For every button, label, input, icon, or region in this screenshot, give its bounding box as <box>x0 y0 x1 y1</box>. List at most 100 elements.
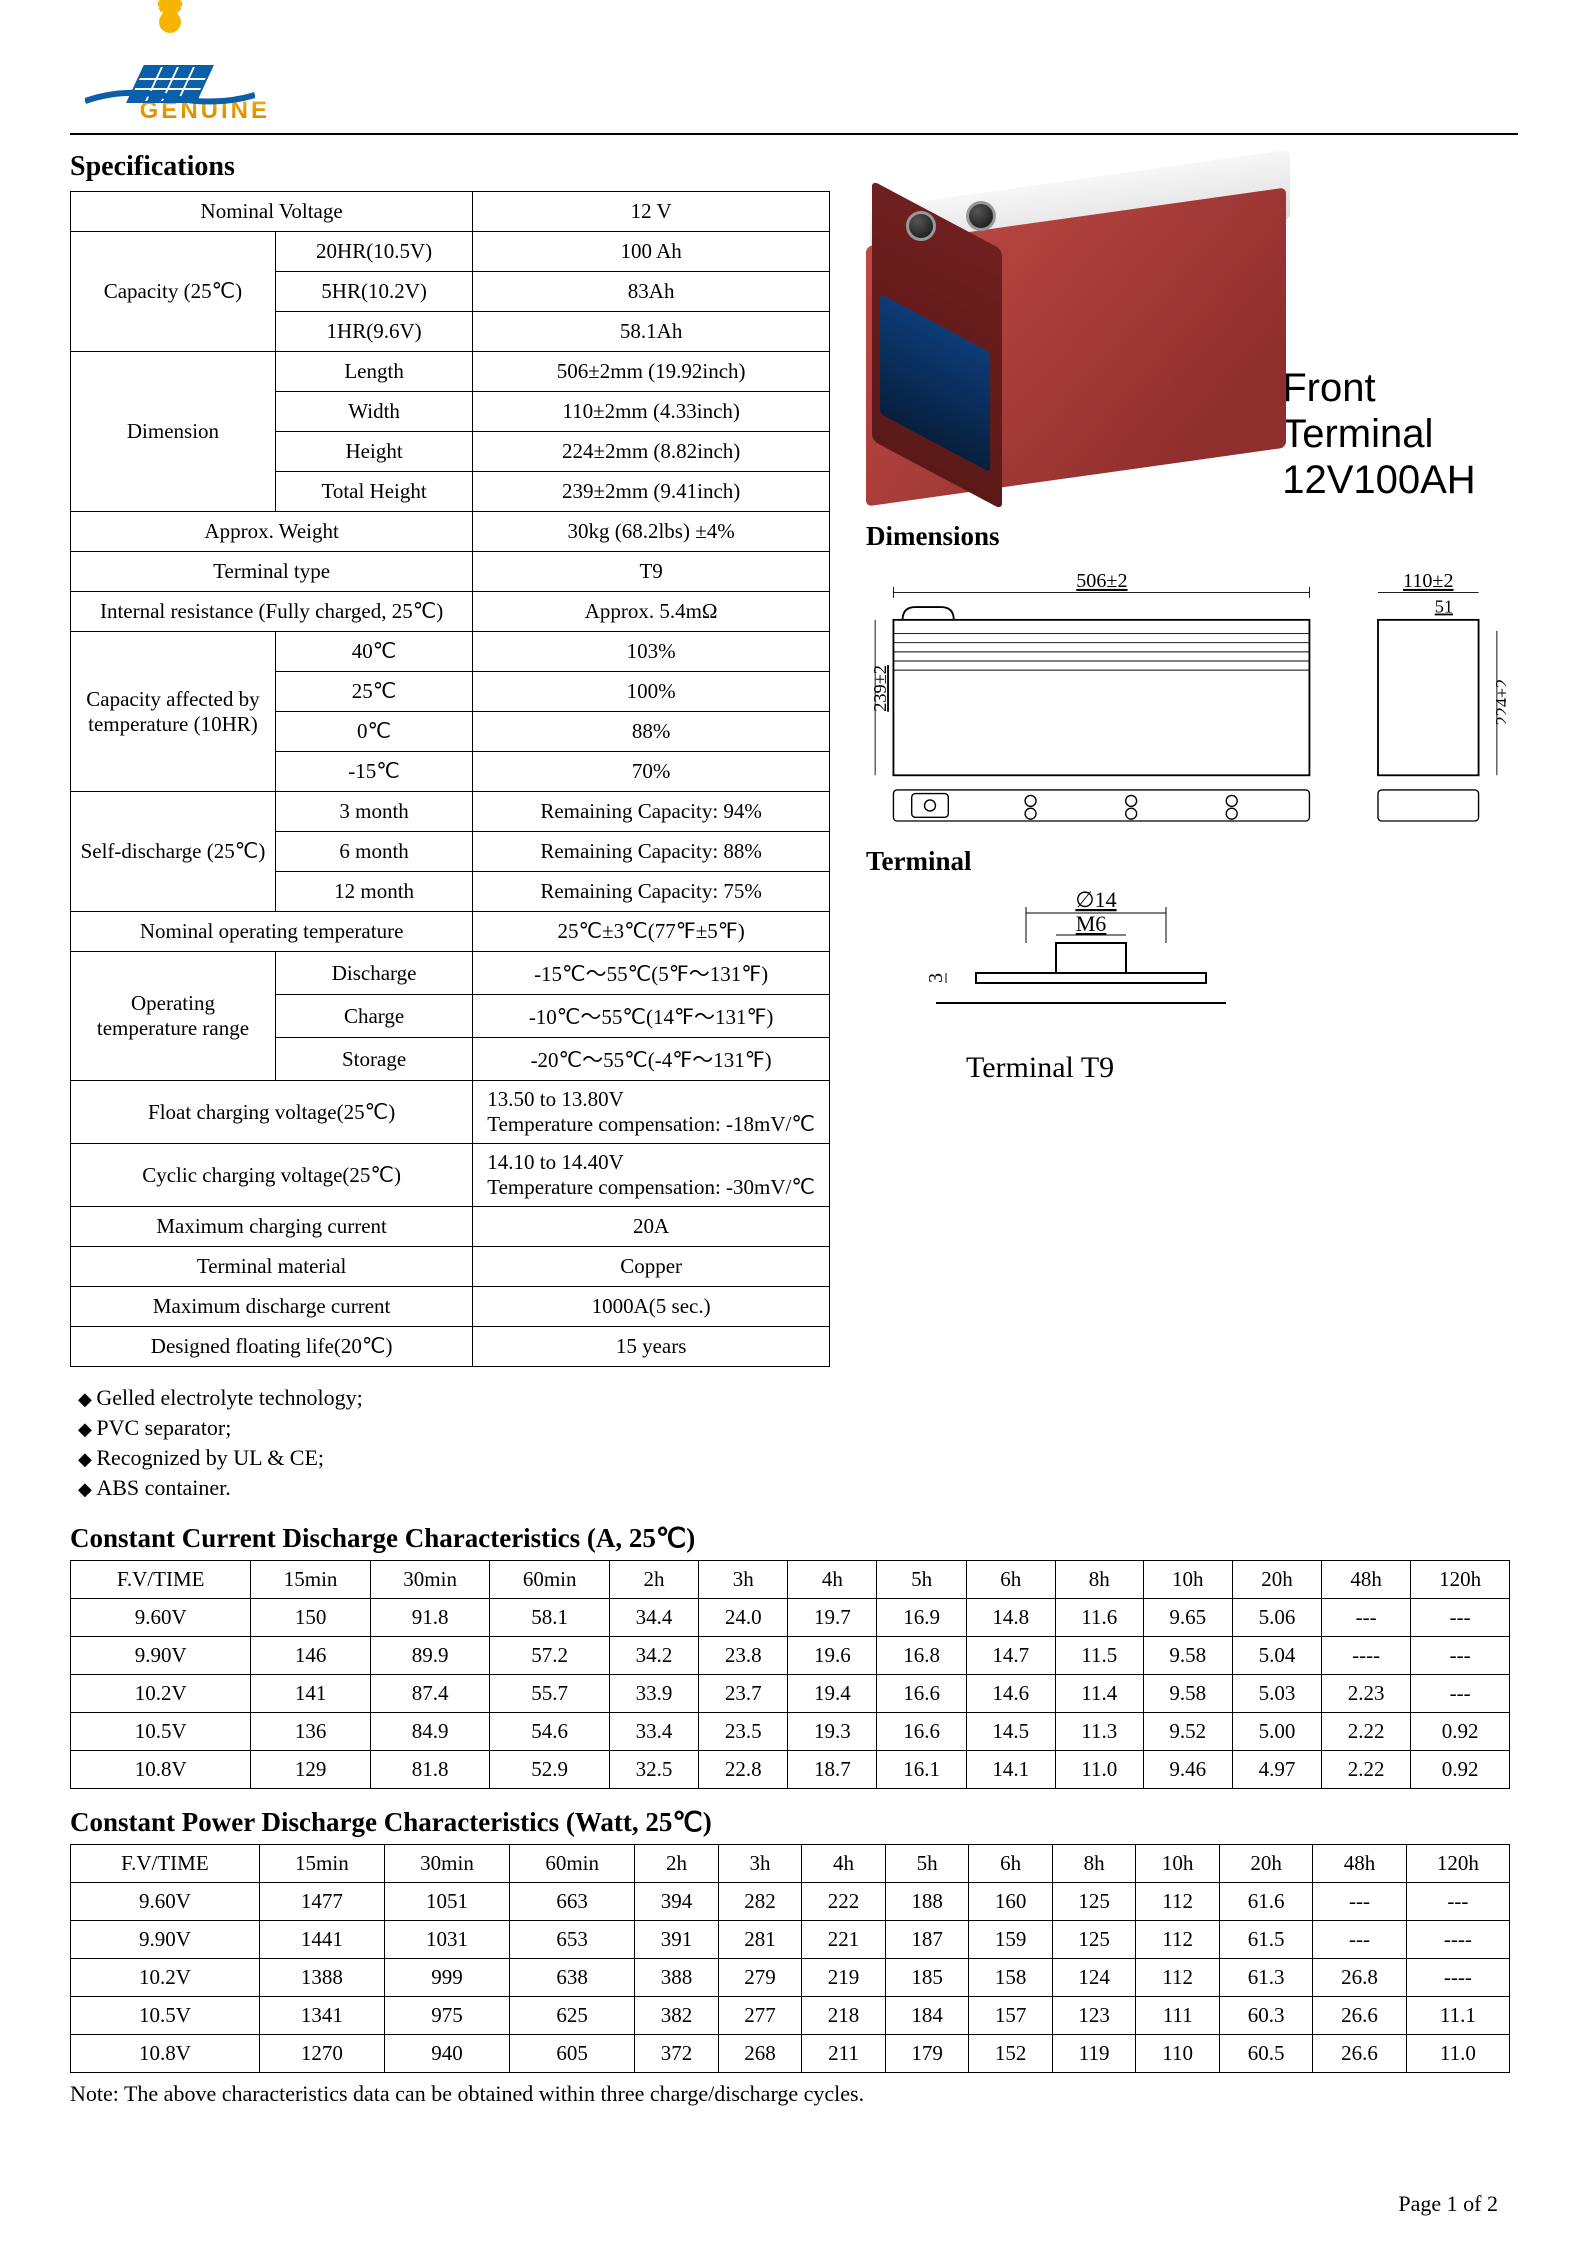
table-row: 9.90V1441103165339128122118715912511261.… <box>71 1921 1510 1959</box>
table-row: 10.5V134197562538227721818415712311160.3… <box>71 1997 1510 2035</box>
row-header: 10.8V <box>71 2035 260 2073</box>
data-cell: ---- <box>1322 1637 1411 1675</box>
data-cell: 268 <box>718 2035 802 2073</box>
data-cell: 222 <box>802 1883 886 1921</box>
spec-value: 14.10 to 14.40VTemperature compensation:… <box>473 1144 830 1207</box>
row-header: F.V/TIME <box>71 1561 251 1599</box>
data-cell: 24.0 <box>699 1599 788 1637</box>
data-cell: 1051 <box>384 1883 509 1921</box>
spec-value: 110±2mm (4.33inch) <box>473 392 830 432</box>
dimensions-drawing: 506±2 239±2 110±2 51 224±2 <box>866 558 1506 828</box>
table-row: Internal resistance (Fully charged, 25℃)… <box>71 592 830 632</box>
spec-key: 1HR(9.6V) <box>275 312 472 352</box>
data-cell: 58.1 <box>490 1599 610 1637</box>
data-cell: ---- <box>1406 1959 1509 1997</box>
data-cell: 16.6 <box>877 1713 966 1751</box>
table-row: 10.2V138899963838827921918515812411261.3… <box>71 1959 1510 1997</box>
data-cell: 11.4 <box>1055 1675 1143 1713</box>
col-header: 8h <box>1052 1845 1136 1883</box>
data-cell: 61.5 <box>1219 1921 1312 1959</box>
spec-key: Width <box>275 392 472 432</box>
data-cell: 60.5 <box>1219 2035 1312 2073</box>
spec-key: 5HR(10.2V) <box>275 272 472 312</box>
table-row: Nominal Voltage12 V <box>71 192 830 232</box>
spec-value: 30kg (68.2lbs) ±4% <box>473 512 830 552</box>
spec-value: 20A <box>473 1207 830 1247</box>
data-cell: 112 <box>1136 1883 1220 1921</box>
data-cell: 60.3 <box>1219 1997 1312 2035</box>
data-cell: 179 <box>885 2035 969 2073</box>
row-header: 10.5V <box>71 1997 260 2035</box>
data-cell: 940 <box>384 2035 509 2073</box>
data-cell: 388 <box>635 1959 719 1997</box>
main-columns: Specifications Nominal Voltage12 VCapaci… <box>70 147 1518 1505</box>
data-cell: 653 <box>510 1921 635 1959</box>
spec-value: 506±2mm (19.92inch) <box>473 352 830 392</box>
data-cell: 14.5 <box>966 1713 1055 1751</box>
col-header: 5h <box>885 1845 969 1883</box>
data-cell: 11.0 <box>1406 2035 1509 2073</box>
data-cell: 33.4 <box>609 1713 698 1751</box>
table-row: F.V/TIME15min30min60min2h3h4h5h6h8h10h20… <box>71 1561 1510 1599</box>
row-header: 10.2V <box>71 1675 251 1713</box>
data-cell: 11.1 <box>1406 1997 1509 2035</box>
specs-heading: Specifications <box>70 151 830 183</box>
data-cell: 23.8 <box>699 1637 788 1675</box>
data-cell: 19.3 <box>788 1713 877 1751</box>
spec-key: Total Height <box>275 472 472 512</box>
data-cell: 160 <box>969 1883 1053 1921</box>
data-cell: 9.58 <box>1143 1637 1232 1675</box>
data-cell: 158 <box>969 1959 1053 1997</box>
data-cell: 54.6 <box>490 1713 610 1751</box>
table-row: Operating temperature rangeDischarge-15℃… <box>71 952 830 995</box>
spec-key: Terminal material <box>71 1247 473 1287</box>
spec-key: Charge <box>275 995 472 1038</box>
data-cell: 638 <box>510 1959 635 1997</box>
table-row: 9.60V1477105166339428222218816012511261.… <box>71 1883 1510 1921</box>
specifications-table: Nominal Voltage12 VCapacity (25℃)20HR(10… <box>70 191 830 1367</box>
dim-height: 224±2 <box>1492 679 1506 726</box>
data-cell: 11.3 <box>1055 1713 1143 1751</box>
data-cell: 11.0 <box>1055 1751 1143 1789</box>
table-row: 9.60V15091.858.134.424.019.716.914.811.6… <box>71 1599 1510 1637</box>
data-cell: 185 <box>885 1959 969 1997</box>
term-thread: M6 <box>1076 911 1107 936</box>
data-cell: 157 <box>969 1997 1053 2035</box>
col-header: 30min <box>370 1561 490 1599</box>
data-cell: 14.6 <box>966 1675 1055 1713</box>
data-cell: 391 <box>635 1921 719 1959</box>
col-header: 48h <box>1322 1561 1411 1599</box>
data-cell: 219 <box>802 1959 886 1997</box>
table-row: Designed floating life(20℃)15 years <box>71 1327 830 1367</box>
col-header: 2h <box>635 1845 719 1883</box>
spec-value: Remaining Capacity: 88% <box>473 832 830 872</box>
constant-current-table: F.V/TIME15min30min60min2h3h4h5h6h8h10h20… <box>70 1560 1510 1789</box>
data-cell: --- <box>1322 1599 1411 1637</box>
data-cell: 5.06 <box>1232 1599 1321 1637</box>
row-header: 10.2V <box>71 1959 260 1997</box>
data-cell: 16.9 <box>877 1599 966 1637</box>
cc-heading: Constant Current Discharge Characteristi… <box>70 1523 1518 1554</box>
logo-graphic <box>105 28 235 103</box>
data-cell: 136 <box>251 1713 371 1751</box>
col-header: 20h <box>1219 1845 1312 1883</box>
data-cell: 5.00 <box>1232 1713 1321 1751</box>
data-cell: 184 <box>885 1997 969 2035</box>
data-cell: 129 <box>251 1751 371 1789</box>
data-cell: 22.8 <box>699 1751 788 1789</box>
table-row: Nominal operating temperature25℃±3℃(77℉±… <box>71 912 830 952</box>
table-row: Terminal typeT9 <box>71 552 830 592</box>
col-header: 60min <box>490 1561 610 1599</box>
data-cell: 141 <box>251 1675 371 1713</box>
data-cell: 16.1 <box>877 1751 966 1789</box>
spec-value: 83Ah <box>473 272 830 312</box>
data-cell: 4.97 <box>1232 1751 1321 1789</box>
product-line2: 12V100AH <box>1282 457 1518 503</box>
data-cell: 150 <box>251 1599 371 1637</box>
data-cell: 124 <box>1052 1959 1136 1997</box>
constant-power-table: F.V/TIME15min30min60min2h3h4h5h6h8h10h20… <box>70 1844 1510 2073</box>
data-cell: 221 <box>802 1921 886 1959</box>
spec-value: 88% <box>473 712 830 752</box>
data-cell: 11.5 <box>1055 1637 1143 1675</box>
spec-value: 224±2mm (8.82inch) <box>473 432 830 472</box>
